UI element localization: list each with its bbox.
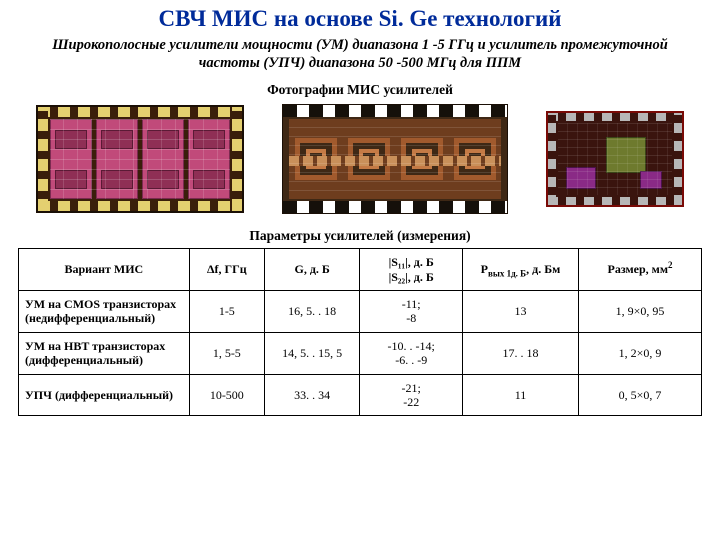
cell-variant: УПЧ (дифференциальный) <box>19 374 190 416</box>
col-pout: Pвых 1д. Б, д. Бм <box>462 249 578 291</box>
table-header-row: Вариант МИС Δf, ГГц G, д. Б |S₁₁|, д. Б|… <box>19 249 702 291</box>
cell: -11;-8 <box>360 291 462 333</box>
col-df: Δf, ГГц <box>189 249 264 291</box>
slide: СВЧ МИС на основе Si. Ge технологий Широ… <box>0 0 720 424</box>
cell: 1, 5-5 <box>189 332 264 374</box>
cell: 0, 5×0, 7 <box>579 374 702 416</box>
col-sparams: |S₁₁|, д. Б|S₂₂|, д. Б <box>360 249 462 291</box>
chip-photo-1 <box>36 105 244 213</box>
cell: 10-500 <box>189 374 264 416</box>
table-caption: Параметры усилителей (измерения) <box>18 228 702 244</box>
chip-photo-2 <box>282 104 508 214</box>
col-variant: Вариант МИС <box>19 249 190 291</box>
cell: 1-5 <box>189 291 264 333</box>
cell-variant: УМ на HBT транзисторах (дифференциальный… <box>19 332 190 374</box>
cell: -21;-22 <box>360 374 462 416</box>
table-row: УМ на CMOS транзисторах (недифференциаль… <box>19 291 702 333</box>
cell: 33. . 34 <box>264 374 360 416</box>
cell: 1, 9×0, 95 <box>579 291 702 333</box>
photos-caption: Фотографии МИС усилителей <box>18 82 702 98</box>
parameters-table: Вариант МИС Δf, ГГц G, д. Б |S₁₁|, д. Б|… <box>18 248 702 416</box>
table-row: УПЧ (дифференциальный) 10-500 33. . 34 -… <box>19 374 702 416</box>
slide-subtitle: Широкополосные усилители мощности (УМ) д… <box>26 36 694 72</box>
col-size: Размер, мм2 <box>579 249 702 291</box>
cell: 11 <box>462 374 578 416</box>
cell: 14, 5. . 15, 5 <box>264 332 360 374</box>
cell: 13 <box>462 291 578 333</box>
chip-photo-3 <box>546 111 684 207</box>
slide-title: СВЧ МИС на основе Si. Ge технологий <box>18 6 702 32</box>
chip-photo-row <box>18 104 702 214</box>
table-row: УМ на HBT транзисторах (дифференциальный… <box>19 332 702 374</box>
col-gain: G, д. Б <box>264 249 360 291</box>
cell: 1, 2×0, 9 <box>579 332 702 374</box>
cell: 17. . 18 <box>462 332 578 374</box>
cell: -10. . -14;-6. . -9 <box>360 332 462 374</box>
cell: 16, 5. . 18 <box>264 291 360 333</box>
cell-variant: УМ на CMOS транзисторах (недифференциаль… <box>19 291 190 333</box>
